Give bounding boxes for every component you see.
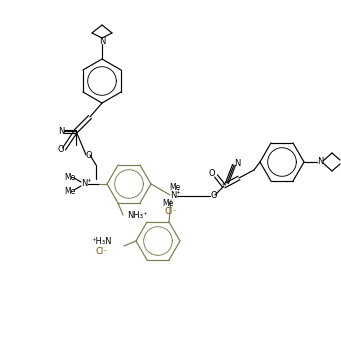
Text: |: | (177, 200, 179, 209)
Text: +: + (87, 177, 91, 182)
Text: O: O (58, 144, 64, 154)
Text: N: N (170, 191, 176, 201)
Text: N: N (99, 36, 105, 46)
Text: N: N (317, 157, 323, 166)
Text: N: N (234, 158, 240, 167)
Text: N: N (81, 179, 87, 189)
Text: O: O (211, 191, 217, 201)
Text: +: + (176, 189, 180, 194)
Text: O: O (209, 168, 215, 177)
Text: Cl⁻: Cl⁻ (165, 208, 177, 216)
Text: ⁺H₃N: ⁺H₃N (92, 237, 112, 246)
Text: NH₃⁺: NH₃⁺ (127, 211, 147, 220)
Text: Cl⁻: Cl⁻ (96, 248, 108, 257)
Text: N: N (58, 127, 64, 135)
Text: O: O (86, 151, 92, 159)
Text: Me: Me (64, 173, 76, 181)
Text: Me: Me (64, 187, 76, 196)
Text: Me: Me (169, 184, 181, 192)
Text: Me: Me (162, 200, 174, 209)
